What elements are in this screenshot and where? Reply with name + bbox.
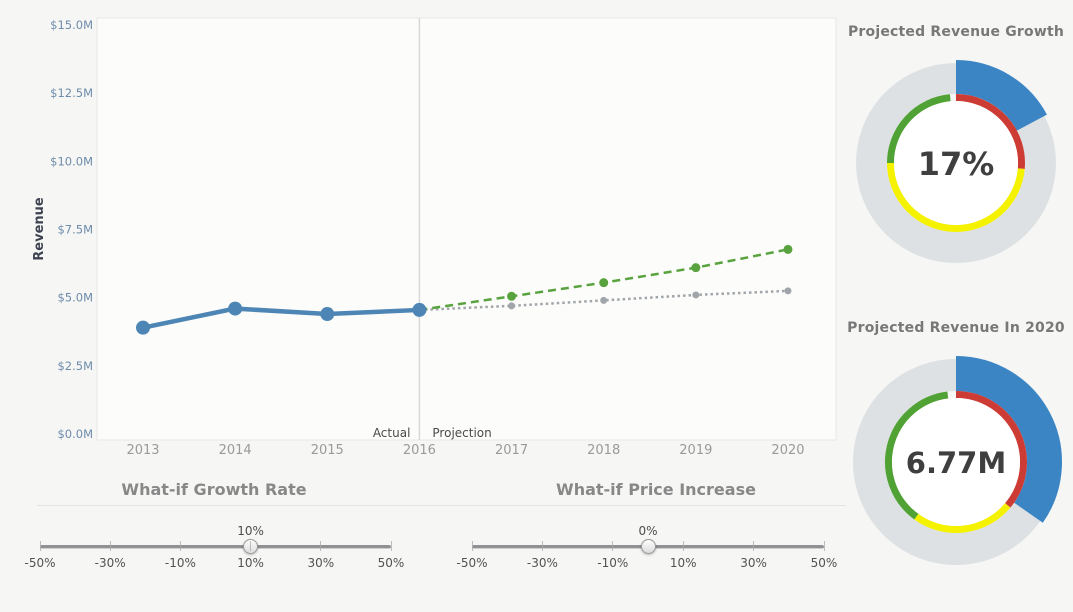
slider-tick-label: -50%: [456, 556, 488, 570]
y-axis-tick-label: $7.5M: [57, 223, 93, 237]
slider-tick-label: 30%: [307, 556, 335, 570]
y-axis-tick-label: $15.0M: [50, 18, 93, 32]
y-axis-tick-label: $10.0M: [50, 154, 93, 168]
series-line-baseline-projection: [419, 289, 789, 312]
y-axis-tick-label: $0.0M: [57, 427, 93, 441]
data-point[interactable]: [600, 296, 608, 304]
slider-tick-mark: [823, 541, 825, 551]
slider-thumb[interactable]: [640, 539, 656, 554]
x-axis-tick-label: 2013: [126, 443, 159, 458]
slider-tick-label: -10%: [597, 556, 629, 570]
slider-title-growth-rate: What-if Growth Rate: [121, 480, 307, 499]
gauge-value-arc: [955, 356, 1062, 523]
gauge-value: 17%: [918, 145, 995, 183]
slider-tick-label: -30%: [526, 556, 558, 570]
x-axis-tick-label: 2020: [771, 443, 804, 458]
slider-title-price-increase: What-if Price Increase: [556, 480, 756, 499]
x-axis-tick-label: 2016: [403, 443, 436, 458]
y-axis-tick-label: $12.5M: [50, 86, 93, 100]
slider-track[interactable]: [40, 545, 391, 549]
gauge-range-ring-segment: [885, 391, 949, 520]
slider-value-label: 0%: [638, 524, 658, 538]
slider-tick-label: 30%: [740, 556, 767, 570]
revenue-line-chart: $0.0M $2.5M $5.0M $7.5M $10.0M $12.5M $15.0M Re…: [32, 17, 837, 458]
region-label-projection: Projection: [432, 426, 491, 440]
gauge-range-ring-segment: [955, 391, 1027, 508]
slider-tick-mark: [250, 541, 252, 551]
gauge-value-arc: [955, 60, 1047, 132]
data-point[interactable]: [507, 291, 517, 301]
slider-tick-mark: [471, 541, 473, 551]
slider-tick-mark: [320, 541, 322, 551]
x-axis-tick-label: 2015: [311, 443, 344, 458]
gauge-range-ring-segment: [887, 162, 1025, 232]
x-axis-tick-label: 2017: [495, 443, 528, 458]
slider-value-label: 10%: [237, 524, 264, 538]
series-line-actual: [142, 306, 420, 330]
axis-title-revenue: Revenue: [32, 197, 47, 261]
gauge-value: 6.77M: [906, 446, 1006, 480]
x-axis-tick-label: 2018: [587, 443, 620, 458]
data-point[interactable]: [692, 291, 700, 299]
data-point[interactable]: [784, 287, 792, 295]
slider-tick-label: -50%: [24, 556, 56, 570]
gauge-range-ring-segment: [887, 94, 951, 164]
data-point[interactable]: [783, 244, 793, 254]
projected-revenue-growth-gauge: 17%: [856, 60, 1056, 263]
slider-tick-mark: [109, 541, 111, 551]
slider-tick-label: -10%: [164, 556, 196, 570]
slider-tick-mark: [612, 541, 614, 551]
slider-tick-mark: [682, 541, 684, 551]
gauge-center: [894, 101, 1018, 225]
region-label-actual: Actual: [373, 426, 411, 440]
gauge-center: [892, 398, 1020, 526]
x-axis-tick-label: 2019: [679, 443, 712, 458]
slider-tick-mark: [541, 541, 543, 551]
gauge-track-arc: [856, 63, 1056, 263]
slider-tick-label: 50%: [810, 556, 838, 570]
data-point[interactable]: [508, 302, 516, 310]
data-point[interactable]: [228, 301, 243, 316]
slider-section-divider: [37, 505, 846, 506]
gauge-title-projected-revenue-growth: Projected Revenue Growth: [847, 24, 1065, 40]
x-axis-tick-label: 2014: [219, 443, 252, 458]
y-axis-tick-label: $5.0M: [57, 291, 93, 305]
data-point[interactable]: [320, 307, 335, 322]
slider-tick-label: -30%: [94, 556, 126, 570]
gauge-range-ring-segment: [955, 94, 1025, 170]
projected-revenue-2020-gauge: 6.77M: [853, 356, 1062, 565]
data-point[interactable]: [136, 320, 150, 335]
data-point[interactable]: [599, 278, 609, 288]
plot-area: [96, 17, 837, 441]
slider-tick-mark: [179, 541, 181, 551]
slider-tick-mark: [753, 541, 755, 551]
data-point[interactable]: [412, 302, 427, 317]
gauge-range-ring-segment: [914, 503, 1011, 533]
slider-tick-label: 10%: [237, 556, 264, 570]
data-point[interactable]: [691, 263, 701, 273]
slider-tick-label: 50%: [377, 556, 405, 570]
slider-tick-mark: [39, 541, 41, 551]
gauge-title-projected-revenue-2020: Projected Revenue In 2020: [847, 320, 1065, 336]
y-axis-tick-label: $2.5M: [57, 359, 93, 373]
slider-tick-label: 10%: [669, 556, 697, 570]
slider-tick-mark: [390, 541, 392, 551]
